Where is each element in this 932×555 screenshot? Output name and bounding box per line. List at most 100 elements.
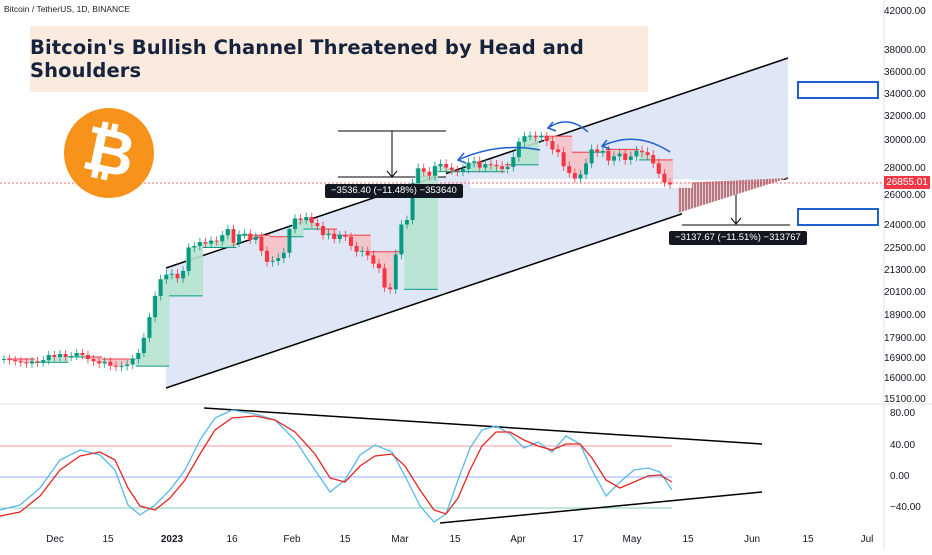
stoch-k-line: [0, 409, 673, 523]
candle-body: [91, 359, 96, 362]
price-tick-label: 24000.00: [884, 220, 926, 231]
candle-body: [248, 233, 253, 240]
price-tick-label: 34000.00: [884, 89, 926, 100]
candle-body: [561, 152, 566, 167]
price-tick-label: 18900.00: [884, 310, 926, 321]
price-tick-label: 20100.00: [884, 287, 926, 298]
candle-body: [544, 136, 549, 141]
candle-body: [488, 164, 493, 166]
candle-body: [640, 150, 644, 153]
candle-body: [321, 226, 325, 236]
trend-cloud-segment: [566, 136, 573, 174]
candle-body: [662, 173, 667, 183]
candle-body: [237, 234, 242, 243]
candle-body: [2, 359, 6, 360]
last-price-tag: 26855.01: [884, 176, 930, 189]
candle-body: [41, 360, 46, 363]
target-box-upper: [797, 81, 879, 99]
trend-cloud-segment: [420, 171, 427, 290]
price-tick-label: 17900.00: [884, 333, 926, 344]
trend-cloud-segment: [169, 273, 176, 296]
candle-body: [197, 242, 202, 246]
trend-cloud-segment: [404, 220, 411, 290]
candle-body: [30, 361, 34, 364]
candle-body: [410, 183, 415, 220]
candle-body: [460, 169, 465, 172]
candle-body: [136, 353, 141, 359]
trend-cloud-segment: [191, 245, 198, 296]
trend-cloud-segment: [426, 175, 433, 290]
candle-body: [158, 279, 163, 296]
candle-body: [231, 229, 236, 243]
candle-body: [175, 273, 180, 279]
candle-body: [466, 162, 471, 169]
osc-trendline-bottom: [439, 491, 763, 524]
candle-body: [141, 337, 146, 353]
candle-body: [293, 218, 297, 230]
price-tick-label: 16900.00: [884, 353, 926, 364]
candle-body: [337, 235, 342, 240]
measure-top-arrowhead: [386, 170, 398, 178]
candle-body: [365, 250, 370, 256]
candle-body: [80, 353, 85, 355]
trend-cloud-segment: [359, 235, 366, 251]
candle-body: [494, 164, 499, 167]
trend-cloud-segment: [157, 279, 164, 367]
candle-body: [584, 163, 589, 175]
candle-body: [113, 365, 118, 367]
measure-label-bottom: −3137.67 (−11.51%) −313767: [669, 231, 807, 245]
trend-cloud-segment: [415, 168, 422, 290]
candle-body: [220, 235, 225, 242]
trend-cloud-segment: [152, 295, 159, 367]
candle-body: [119, 366, 124, 368]
candle-body: [214, 240, 219, 242]
candle-body: [432, 166, 437, 176]
bitcoin-icon: ₿: [64, 108, 154, 198]
candle-body: [225, 229, 230, 236]
candle-body: [516, 141, 521, 158]
right-shoulder-arrow: [600, 139, 611, 150]
candle-body: [477, 161, 482, 168]
candle-body: [153, 295, 158, 318]
candle-body: [147, 317, 152, 338]
candle-body: [85, 355, 90, 359]
trend-cloud-segment: [180, 271, 187, 296]
candle-body: [539, 136, 544, 138]
candle-body: [343, 235, 348, 237]
left-shoulder-arc: [457, 146, 541, 161]
candle-body: [371, 255, 376, 264]
candle-body: [511, 157, 516, 167]
trend-cloud-segment: [297, 220, 304, 237]
candle-body: [304, 217, 309, 220]
neckline-band: [470, 179, 692, 188]
head-arrow: [546, 121, 557, 132]
candle-body: [192, 245, 197, 248]
candle-body: [74, 353, 79, 356]
candle-body: [35, 361, 40, 363]
candle-body: [444, 164, 449, 168]
price-tick-label: 22500.00: [884, 243, 926, 254]
candle-body: [253, 236, 258, 240]
candle-body: [52, 355, 57, 357]
candle-body: [606, 150, 611, 161]
price-tick-label: 16000.00: [884, 373, 926, 384]
chart-title: Bitcoin's Bullish Channel Threatened by …: [30, 36, 584, 82]
candle-body: [634, 150, 639, 157]
bitcoin-glyph: ₿: [76, 110, 142, 192]
trend-cloud-segment: [432, 166, 439, 290]
candle-body: [46, 355, 51, 361]
title-banner: Bitcoin's Bullish Channel Threatened by …: [30, 26, 648, 92]
trend-cloud-segment: [197, 242, 204, 296]
candle-body: [186, 247, 191, 271]
candle-body: [259, 236, 264, 251]
price-tick-label: 36000.00: [884, 67, 926, 78]
candle-body: [13, 360, 18, 362]
trend-cloud-segment: [269, 236, 276, 261]
candle-body: [528, 135, 533, 137]
candle-body: [656, 163, 661, 174]
trend-cloud-segment: [555, 136, 562, 153]
price-tick-label: 15100.00: [884, 394, 926, 405]
trend-cloud-segment: [667, 159, 674, 185]
